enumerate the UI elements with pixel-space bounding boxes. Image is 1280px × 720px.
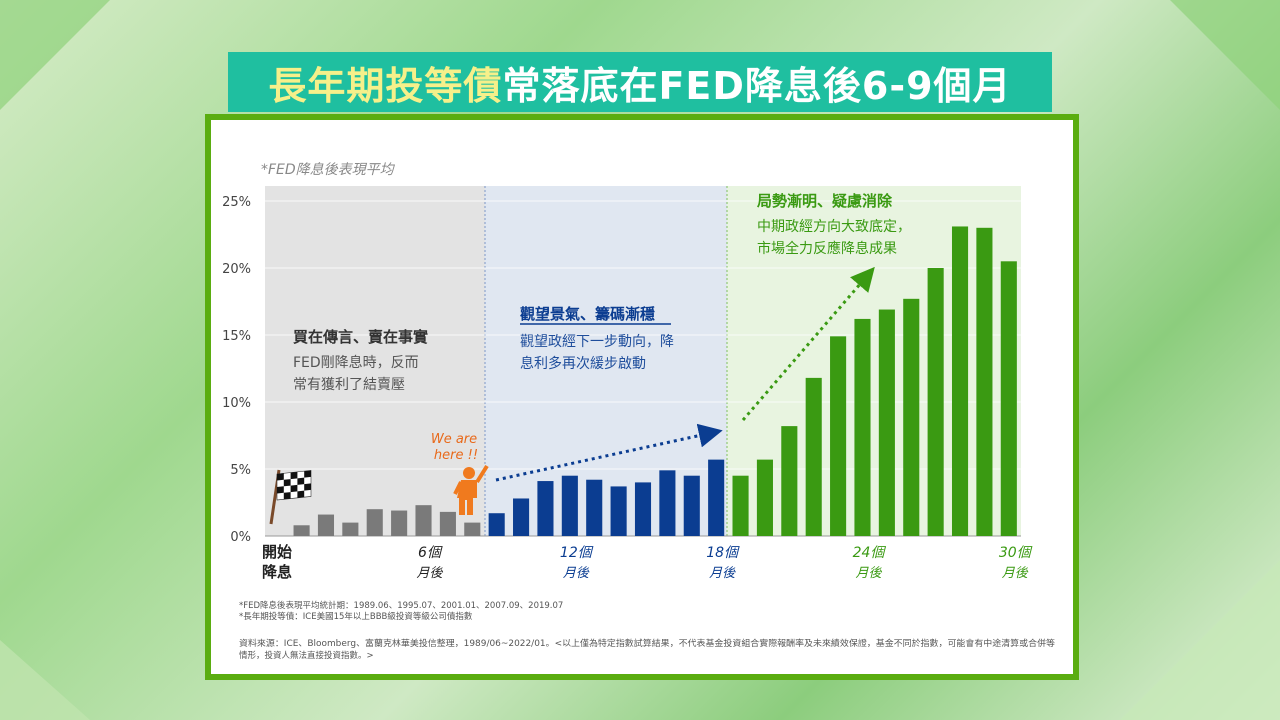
y-tick-label: 15% (222, 329, 251, 344)
bar-phase3 (830, 336, 847, 536)
bar-phase3 (976, 227, 993, 537)
chart-subtitle: *FED降息後表現平均 (261, 162, 396, 178)
bar-phase2 (488, 513, 505, 536)
bar-phase2 (610, 486, 627, 536)
zone2-line1: 觀望政經下一步動向，降 (520, 334, 674, 350)
zone3-line1: 中期政經方向大致底定， (757, 219, 911, 235)
bar-phase1 (366, 509, 383, 536)
checkered-flag-icon (269, 469, 312, 525)
zone1-line2: 常有獲利了結賣壓 (293, 377, 405, 393)
we-are-here-line1: We are (431, 432, 477, 447)
zone2-line2: 息利多再次緩步啟動 (520, 355, 646, 372)
zone3-title: 局勢漸明、疑慮消除 (756, 192, 893, 210)
zone2-trend-arrow (495, 423, 723, 482)
bar-phase3 (927, 268, 944, 536)
zone1-line1: FED剛降息時，反而 (293, 354, 419, 371)
footnote-2: *長年期投等債：ICE美國15年以上BBB級投資等級公司債指數 (239, 611, 473, 622)
bar-phase2 (659, 470, 676, 536)
bar-phase3 (732, 475, 749, 536)
x-tick-label-line1: 30個 (999, 545, 1033, 561)
bar-phase3 (951, 226, 969, 536)
zone3-line2: 市場全力反應降息成果 (757, 240, 897, 257)
bar-phase3 (756, 459, 773, 536)
title-rest: 常落底在FED降息後6-9個月 (502, 63, 1012, 108)
x-tick-label-line2: 月後 (855, 566, 882, 581)
bar-phase2 (634, 482, 652, 536)
bar-phase3 (805, 377, 822, 536)
y-tick-label: 10% (222, 396, 251, 411)
bar-phase3 (1000, 261, 1017, 536)
source-line-2: 情形，投資人無法直接投資指數。> (239, 650, 374, 661)
x-tick-label-line2: 月後 (417, 566, 444, 581)
x-tick-label-line1: 6個 (418, 545, 443, 561)
page-title: 長年期投等債 常落底在FED降息後6-9個月 (228, 52, 1052, 112)
bar-phase1 (317, 514, 335, 536)
bar-phase1 (415, 505, 432, 536)
y-tick-label: 0% (230, 530, 251, 545)
bar-phase2 (513, 498, 530, 536)
y-tick-label: 5% (230, 463, 251, 478)
bar-phase1 (293, 525, 310, 536)
x-tick-label-line2: 月後 (709, 566, 736, 581)
bar-phase2 (586, 479, 603, 536)
x-tick-label-line1: 12個 (560, 545, 594, 561)
bar-phase1 (464, 522, 481, 536)
x-tick-label-line1: 18個 (706, 545, 740, 561)
we-are-here-line2: here !! (434, 448, 478, 463)
bar-phase3 (878, 309, 895, 536)
x-tick-label-line1: 24個 (853, 545, 887, 561)
x-tick-label-line2: 降息 (262, 563, 292, 581)
bar-phase2 (708, 459, 725, 536)
bar-phase1 (439, 511, 456, 536)
zone3-background (727, 186, 1021, 536)
x-tick-label-line1: 開始 (262, 543, 292, 561)
source-line-1: 資料來源：ICE、Bloomberg、富蘭克林華美投信整理，1989/06~20… (239, 638, 1056, 649)
x-tick-label-line2: 月後 (1002, 566, 1029, 581)
x-tick-label-line2: 月後 (563, 566, 590, 581)
zone2-title: 觀望景氣、籌碼漸穩 (520, 305, 655, 323)
footnote-1: *FED降息後表現平均統計期：1989.06、1995.07、2001.01、2… (239, 600, 563, 611)
person-icon (453, 464, 489, 515)
bar-phase3 (854, 318, 871, 536)
bar-phase2 (561, 475, 578, 536)
y-tick-label: 25% (222, 195, 251, 210)
bar-phase3 (903, 298, 920, 536)
title-highlight: 長年期投等債 (268, 63, 503, 108)
bar-phase3 (781, 426, 798, 536)
bar-phase1 (342, 522, 359, 536)
bar-phase1 (391, 510, 408, 536)
bar-phase2 (537, 481, 554, 536)
bar-phase2 (683, 475, 700, 536)
y-tick-label: 20% (222, 262, 251, 277)
chart-frame: *FED降息後表現平均 25% 20% 15% 10% 5% 0% 開始降息 6個月後 12個… (205, 114, 1079, 680)
zone1-title: 買在傳言、賣在事實 (293, 328, 428, 346)
